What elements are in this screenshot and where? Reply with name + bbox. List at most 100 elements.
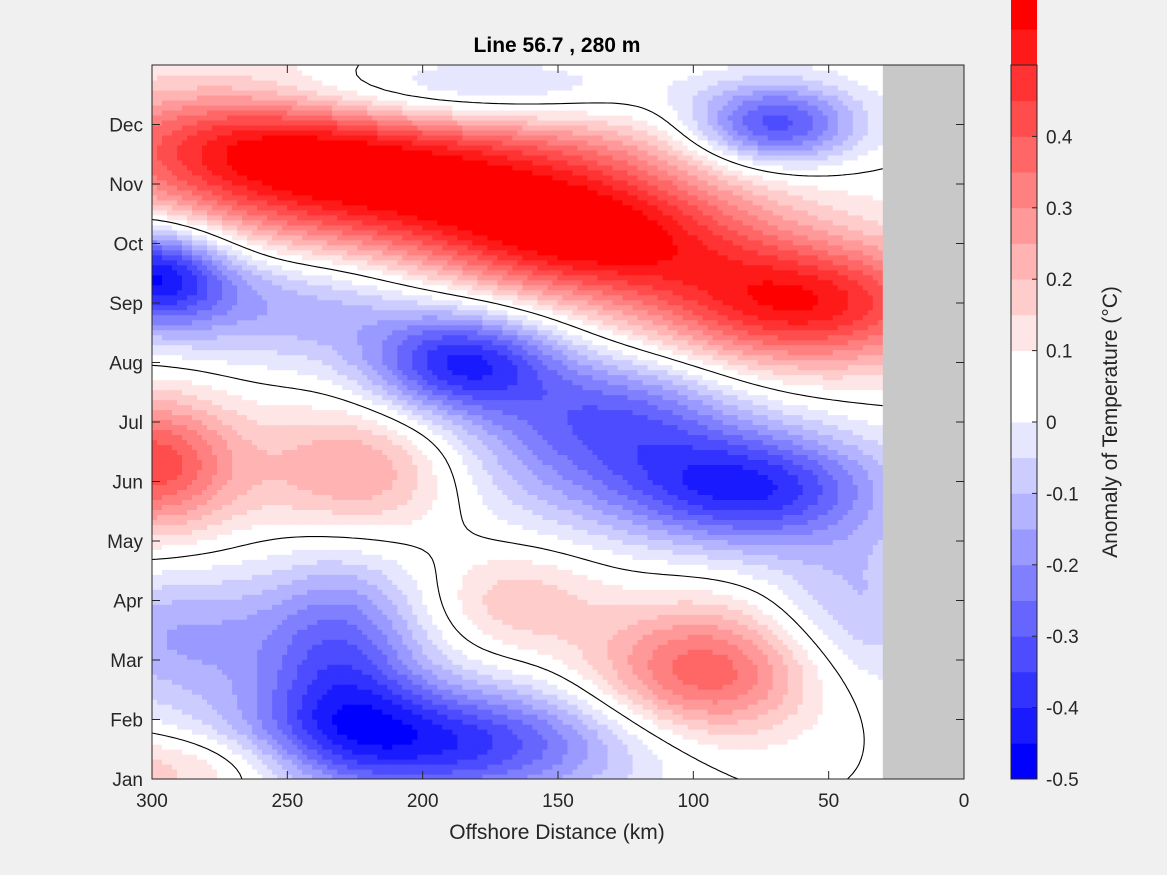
- contour-cell: [672, 729, 679, 735]
- contour-cell: [482, 629, 488, 635]
- contour-cell: [577, 629, 584, 635]
- contour-cell: [202, 684, 208, 690]
- contour-cell: [362, 704, 368, 710]
- contour-cell: [262, 609, 268, 615]
- contour-cell: [152, 654, 158, 660]
- contour-cell: [507, 719, 513, 725]
- contour-cell: [557, 694, 564, 700]
- contour-cell: [712, 609, 719, 615]
- contour-cell: [207, 629, 213, 635]
- contour-cell: [852, 734, 859, 740]
- contour-cell: [852, 629, 859, 635]
- contour-cell: [537, 609, 544, 615]
- contour-cell: [207, 714, 213, 720]
- contour-cell: [762, 674, 769, 680]
- contour-cell: [447, 729, 453, 735]
- contour-cell: [267, 759, 273, 765]
- contour-cell: [517, 684, 524, 690]
- contour-cell: [447, 664, 453, 670]
- contour-cell: [167, 769, 173, 775]
- contour-cell: [212, 684, 218, 690]
- contour-cell: [477, 689, 483, 695]
- contour-cell: [197, 614, 203, 620]
- contour-cell: [637, 764, 644, 770]
- contour-cell: [642, 654, 649, 660]
- contour-cell: [232, 714, 238, 720]
- contour-cell: [877, 739, 883, 745]
- contour-cell: [867, 624, 874, 630]
- contour-cell: [872, 674, 879, 680]
- contour-cell: [382, 684, 388, 690]
- contour-cell: [862, 674, 869, 680]
- contour-cell: [567, 744, 574, 750]
- contour-cell: [367, 744, 373, 750]
- contour-cell: [452, 744, 458, 750]
- contour-cell: [552, 744, 559, 750]
- contour-cell: [512, 654, 518, 660]
- contour-cell: [832, 739, 839, 745]
- contour-cell: [852, 744, 859, 750]
- contour-cell: [327, 654, 333, 660]
- contour-cell: [517, 664, 524, 670]
- contour-cell: [487, 694, 493, 700]
- contour-cell: [477, 759, 483, 765]
- contour-cell: [577, 744, 584, 750]
- contour-cell: [797, 749, 804, 755]
- contour-cell: [562, 724, 569, 730]
- contour-cell: [667, 674, 674, 680]
- contour-cell: [267, 734, 273, 740]
- contour-cell: [862, 619, 869, 625]
- contour-cell: [532, 684, 539, 690]
- contour-cell: [732, 689, 739, 695]
- contour-cell: [617, 614, 624, 620]
- contour-cell: [207, 699, 213, 705]
- contour-cell: [867, 649, 874, 655]
- contour-cell: [702, 699, 709, 705]
- contour-cell: [317, 689, 323, 695]
- contour-cell: [872, 749, 879, 755]
- contour-cell: [632, 639, 639, 645]
- contour-cell: [537, 649, 544, 655]
- contour-cell: [742, 759, 749, 765]
- contour-cell: [287, 724, 293, 730]
- contour-cell: [267, 749, 273, 755]
- contour-cell: [867, 659, 874, 665]
- contour-cell: [687, 739, 694, 745]
- contour-cell: [627, 619, 634, 625]
- contour-cell: [417, 654, 423, 660]
- contour-cell: [662, 649, 669, 655]
- contour-cell: [542, 634, 549, 640]
- contour-cell: [577, 644, 584, 650]
- contour-cell: [167, 614, 173, 620]
- contour-cell: [877, 674, 883, 680]
- contour-cell: [287, 764, 293, 770]
- contour-cell: [852, 664, 859, 670]
- contour-cell: [362, 769, 368, 775]
- contour-cell: [352, 724, 358, 730]
- contour-cell: [552, 694, 559, 700]
- contour-cell: [617, 624, 624, 630]
- contour-cell: [407, 729, 413, 735]
- contour-cell: [202, 704, 208, 710]
- contour-cell: [292, 614, 298, 620]
- contour-cell: [707, 749, 714, 755]
- contour-cell: [362, 774, 368, 779]
- contour-cell: [352, 674, 358, 680]
- contour-cell: [357, 634, 363, 640]
- contour-cell: [457, 609, 463, 615]
- contour-cell: [577, 764, 584, 770]
- contour-cell: [542, 774, 549, 779]
- contour-cell: [357, 759, 363, 765]
- contour-cell: [762, 759, 769, 765]
- contour-cell: [687, 714, 694, 720]
- contour-cell: [562, 679, 569, 685]
- contour-cell: [652, 739, 659, 745]
- contour-cell: [772, 754, 779, 760]
- contour-cell: [782, 734, 789, 740]
- contour-cell: [197, 659, 203, 665]
- contour-cell: [242, 674, 248, 680]
- contour-cell: [637, 739, 644, 745]
- contour-cell: [867, 629, 874, 635]
- contour-cell: [537, 744, 544, 750]
- contour-cell: [262, 634, 268, 640]
